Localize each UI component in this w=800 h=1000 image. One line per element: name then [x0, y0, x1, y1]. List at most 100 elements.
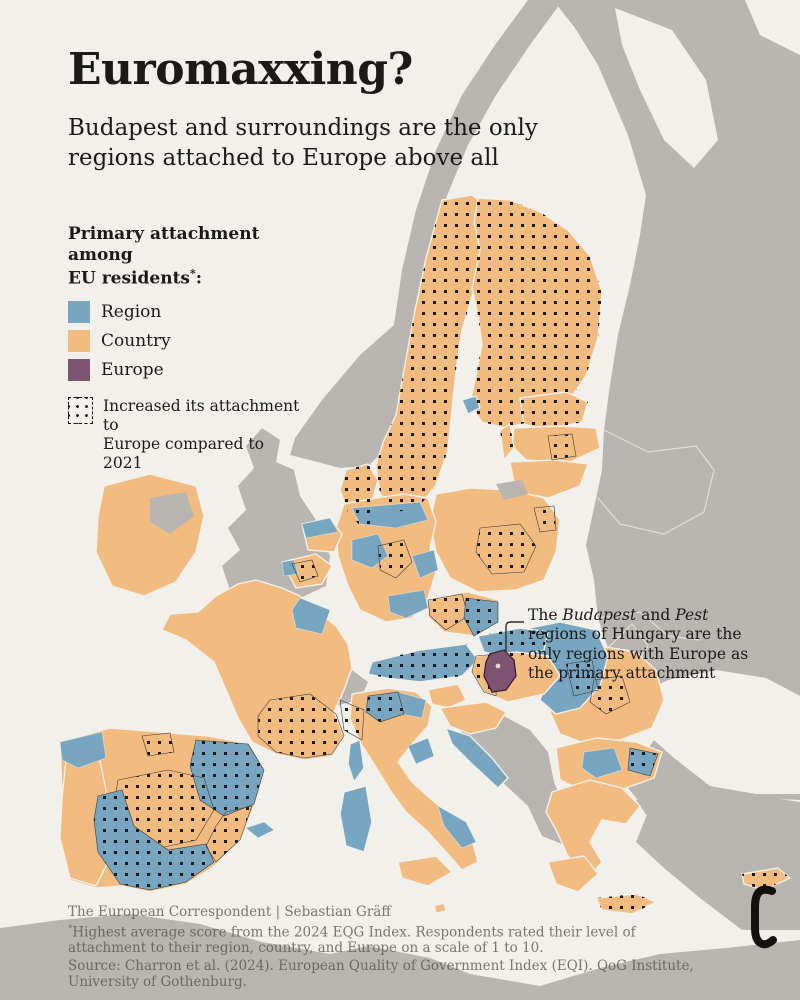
dots-finland	[470, 198, 602, 428]
header: Euromaxxing? Budapest and surroundings a…	[68, 48, 548, 174]
page-title: Euromaxxing?	[68, 44, 413, 95]
dots-andalusia	[94, 790, 214, 890]
region-north-africa	[0, 914, 800, 1000]
country-eastern-noneu	[553, 0, 800, 812]
dots-germany-center	[377, 539, 413, 579]
region-malta	[433, 902, 447, 914]
dots-poland-east	[533, 505, 557, 533]
white-sea	[615, 8, 718, 168]
region-germany-south-blue	[387, 589, 429, 619]
legend-item-country: Country	[68, 330, 308, 353]
source-line: Source: Charron et al. (2024). European …	[68, 958, 694, 991]
legend-heading: Primary attachment among EU residents*:	[68, 224, 308, 289]
region-sardinia	[339, 785, 373, 853]
region-turkey-europe	[636, 792, 672, 820]
footnote-text: Highest average score from the 2024 EQG …	[68, 924, 636, 957]
map-annotation: The Budapest and Pest regions of Hungary…	[528, 606, 768, 684]
legend-colon: :	[195, 268, 203, 289]
legend-heading-line1: Primary attachment among	[68, 224, 260, 266]
legend-item-region: Region	[68, 301, 308, 324]
footer: The European Correspondent | Sebastian G…	[68, 904, 768, 990]
dots-poland-center	[475, 523, 537, 575]
annotation-pest: Pest	[675, 606, 709, 624]
region-balearics-blue	[245, 821, 275, 839]
dots-cyprus	[742, 868, 790, 890]
footnote: *Highest average score from the 2024 EQG…	[68, 924, 698, 957]
region-color-swatch	[68, 301, 90, 324]
region-peloponnese	[547, 855, 599, 893]
legend-items: Region Country Europe Increased its atta…	[68, 301, 308, 473]
dots-valencia	[205, 805, 253, 863]
region-netherlands-north-blue	[301, 517, 339, 539]
region-corsica	[347, 739, 365, 783]
region-western-balkans	[456, 714, 566, 844]
budapest-city-notch	[495, 663, 501, 669]
legend-item-dotted: Increased its attachment to Europe compa…	[68, 397, 308, 473]
dots-sweden	[376, 195, 492, 512]
black-sea	[626, 670, 800, 794]
dots-france-south	[257, 693, 345, 759]
dots-spain-north	[141, 732, 175, 757]
country-greece	[545, 779, 641, 879]
dot-pattern-swatch	[68, 397, 93, 425]
dots-denmark	[340, 464, 380, 528]
region-kaliningrad	[496, 480, 528, 500]
legend: Primary attachment among EU residents*: …	[68, 224, 308, 473]
subtitle-line1: Budapest and surroundings are the only	[68, 115, 538, 141]
dots-czechia-west	[427, 593, 469, 631]
annotation-text: The	[528, 606, 563, 624]
region-budapest-pest-purple	[483, 649, 517, 693]
subtitle-line2: regions attached to Europe above all	[68, 144, 499, 171]
country-portugal	[59, 751, 109, 887]
region-italy-center-blue	[407, 737, 435, 765]
pattern-note-line2: Europe compared to 2021	[103, 435, 264, 473]
legend-item-europe: Europe	[68, 359, 308, 382]
dots-moravia	[464, 598, 498, 636]
annotation-callout-line	[505, 621, 524, 652]
europe-color-swatch	[68, 359, 90, 382]
page-subtitle: Budapest and surroundings are the only r…	[68, 114, 548, 174]
dotted-regions	[93, 195, 790, 914]
region-france-northeast-blue	[291, 597, 331, 635]
regional-patches	[59, 501, 623, 849]
legend-label-region: Region	[101, 302, 162, 323]
region-puglia-blue	[437, 805, 477, 849]
credit-line: The European Correspondent | Sebastian G…	[68, 904, 391, 920]
pattern-note-line1: Increased its attachment to	[103, 397, 300, 435]
logo-glyph	[751, 885, 777, 949]
dots-estonia	[520, 392, 588, 430]
dots-romania-center	[589, 675, 631, 715]
region-croatia-north	[439, 701, 507, 735]
dots-piedmont	[339, 699, 365, 741]
footnote-asterisk: *	[68, 924, 73, 934]
legend-label-europe: Europe	[101, 360, 164, 381]
region-germany-east-blue	[411, 549, 439, 579]
legend-label-country: Country	[101, 331, 171, 352]
dots-austria	[368, 644, 478, 682]
dots-lombardy	[366, 692, 404, 722]
region-bulgaria-center-blue	[581, 747, 623, 779]
european-correspondent-logo	[751, 885, 777, 949]
dots-crete	[596, 894, 656, 914]
dots-bulgaria-east	[628, 748, 658, 776]
annotation-budapest: Budapest	[562, 606, 637, 624]
dots-belgium	[291, 559, 319, 583]
annotation-rest: regions of Hungary are the only regions …	[528, 625, 749, 683]
dots-latvia-riga	[547, 433, 577, 461]
border-ukraine	[597, 611, 701, 641]
annotation-and: and	[636, 606, 676, 624]
region-northern-ireland	[150, 492, 194, 534]
country-slovenia	[427, 683, 467, 709]
border-belarus	[597, 429, 715, 535]
dots-gotland	[500, 424, 514, 460]
region-croatia-coast	[445, 727, 509, 789]
region-sicily	[397, 855, 453, 887]
legend-pattern-note: Increased its attachment to Europe compa…	[103, 397, 308, 473]
country-color-swatch	[68, 330, 90, 353]
dots-slovakia	[478, 628, 548, 658]
arctic-inlet	[745, 0, 800, 55]
legend-asterisk: *	[190, 266, 196, 280]
region-galicia-blue	[59, 731, 107, 769]
